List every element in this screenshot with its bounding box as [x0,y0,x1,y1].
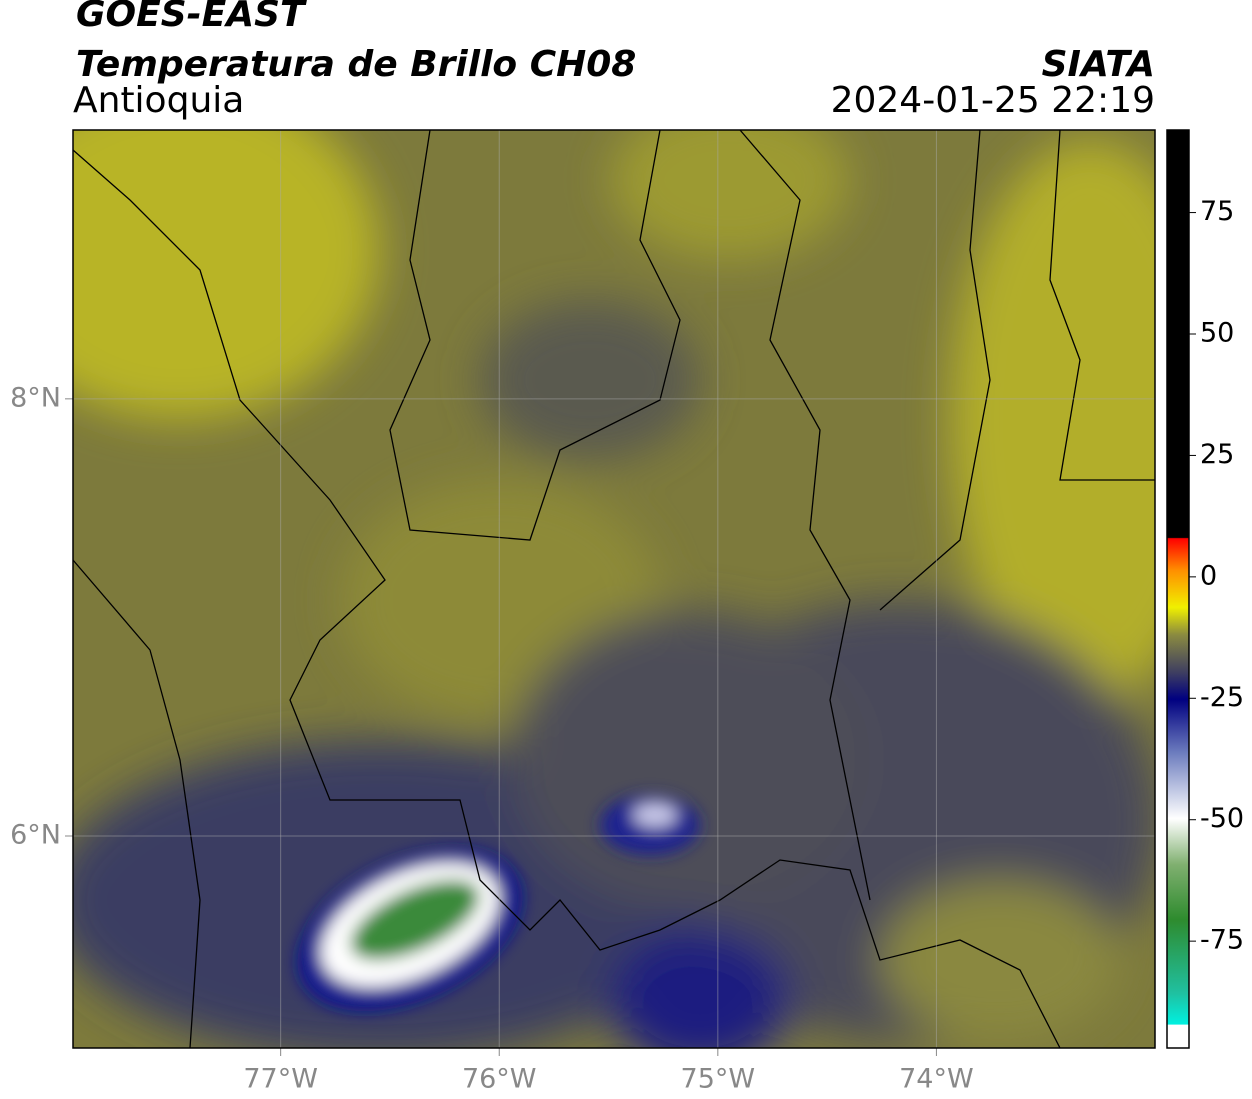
lon-tick-label: 76°W [462,1064,537,1095]
colorbar-tick-label: 75 [1200,196,1234,227]
colorbar-tick-label: 50 [1200,318,1234,349]
region: Antioquia [73,80,244,121]
lat-tick-label: 6°N [10,819,61,850]
header: GOES-EAST Temperatura de Brillo CH08 Ant… [73,0,1155,121]
datetime: 2024-01-25 22:19 [831,80,1155,121]
colorbar-ticks: 75 50 25 0 -25 -50 -75 [1189,196,1244,956]
title: Temperatura de Brillo CH08 [76,44,636,85]
source: SIATA [1042,44,1155,85]
colorbar-tick-label: -50 [1200,803,1244,834]
graticule: 77°W 76°W 75°W 74°W 8°N 6°N [10,130,1155,1095]
lon-tick-label: 74°W [899,1064,974,1095]
map-frame [72,129,1156,1049]
satellite: GOES-EAST [76,0,307,35]
colorbar-tick-label: -25 [1200,682,1244,713]
lon-tick-label: 75°W [681,1064,756,1095]
colorbar-tick-label: 25 [1200,439,1234,470]
lat-tick-label: 8°N [10,382,61,413]
map-field [73,130,1155,1048]
colorbar [1166,129,1190,1049]
colorbar-tick-label: -75 [1200,925,1244,956]
lon-tick-label: 77°W [243,1064,318,1095]
colorbar-tick-label: 0 [1200,560,1217,591]
